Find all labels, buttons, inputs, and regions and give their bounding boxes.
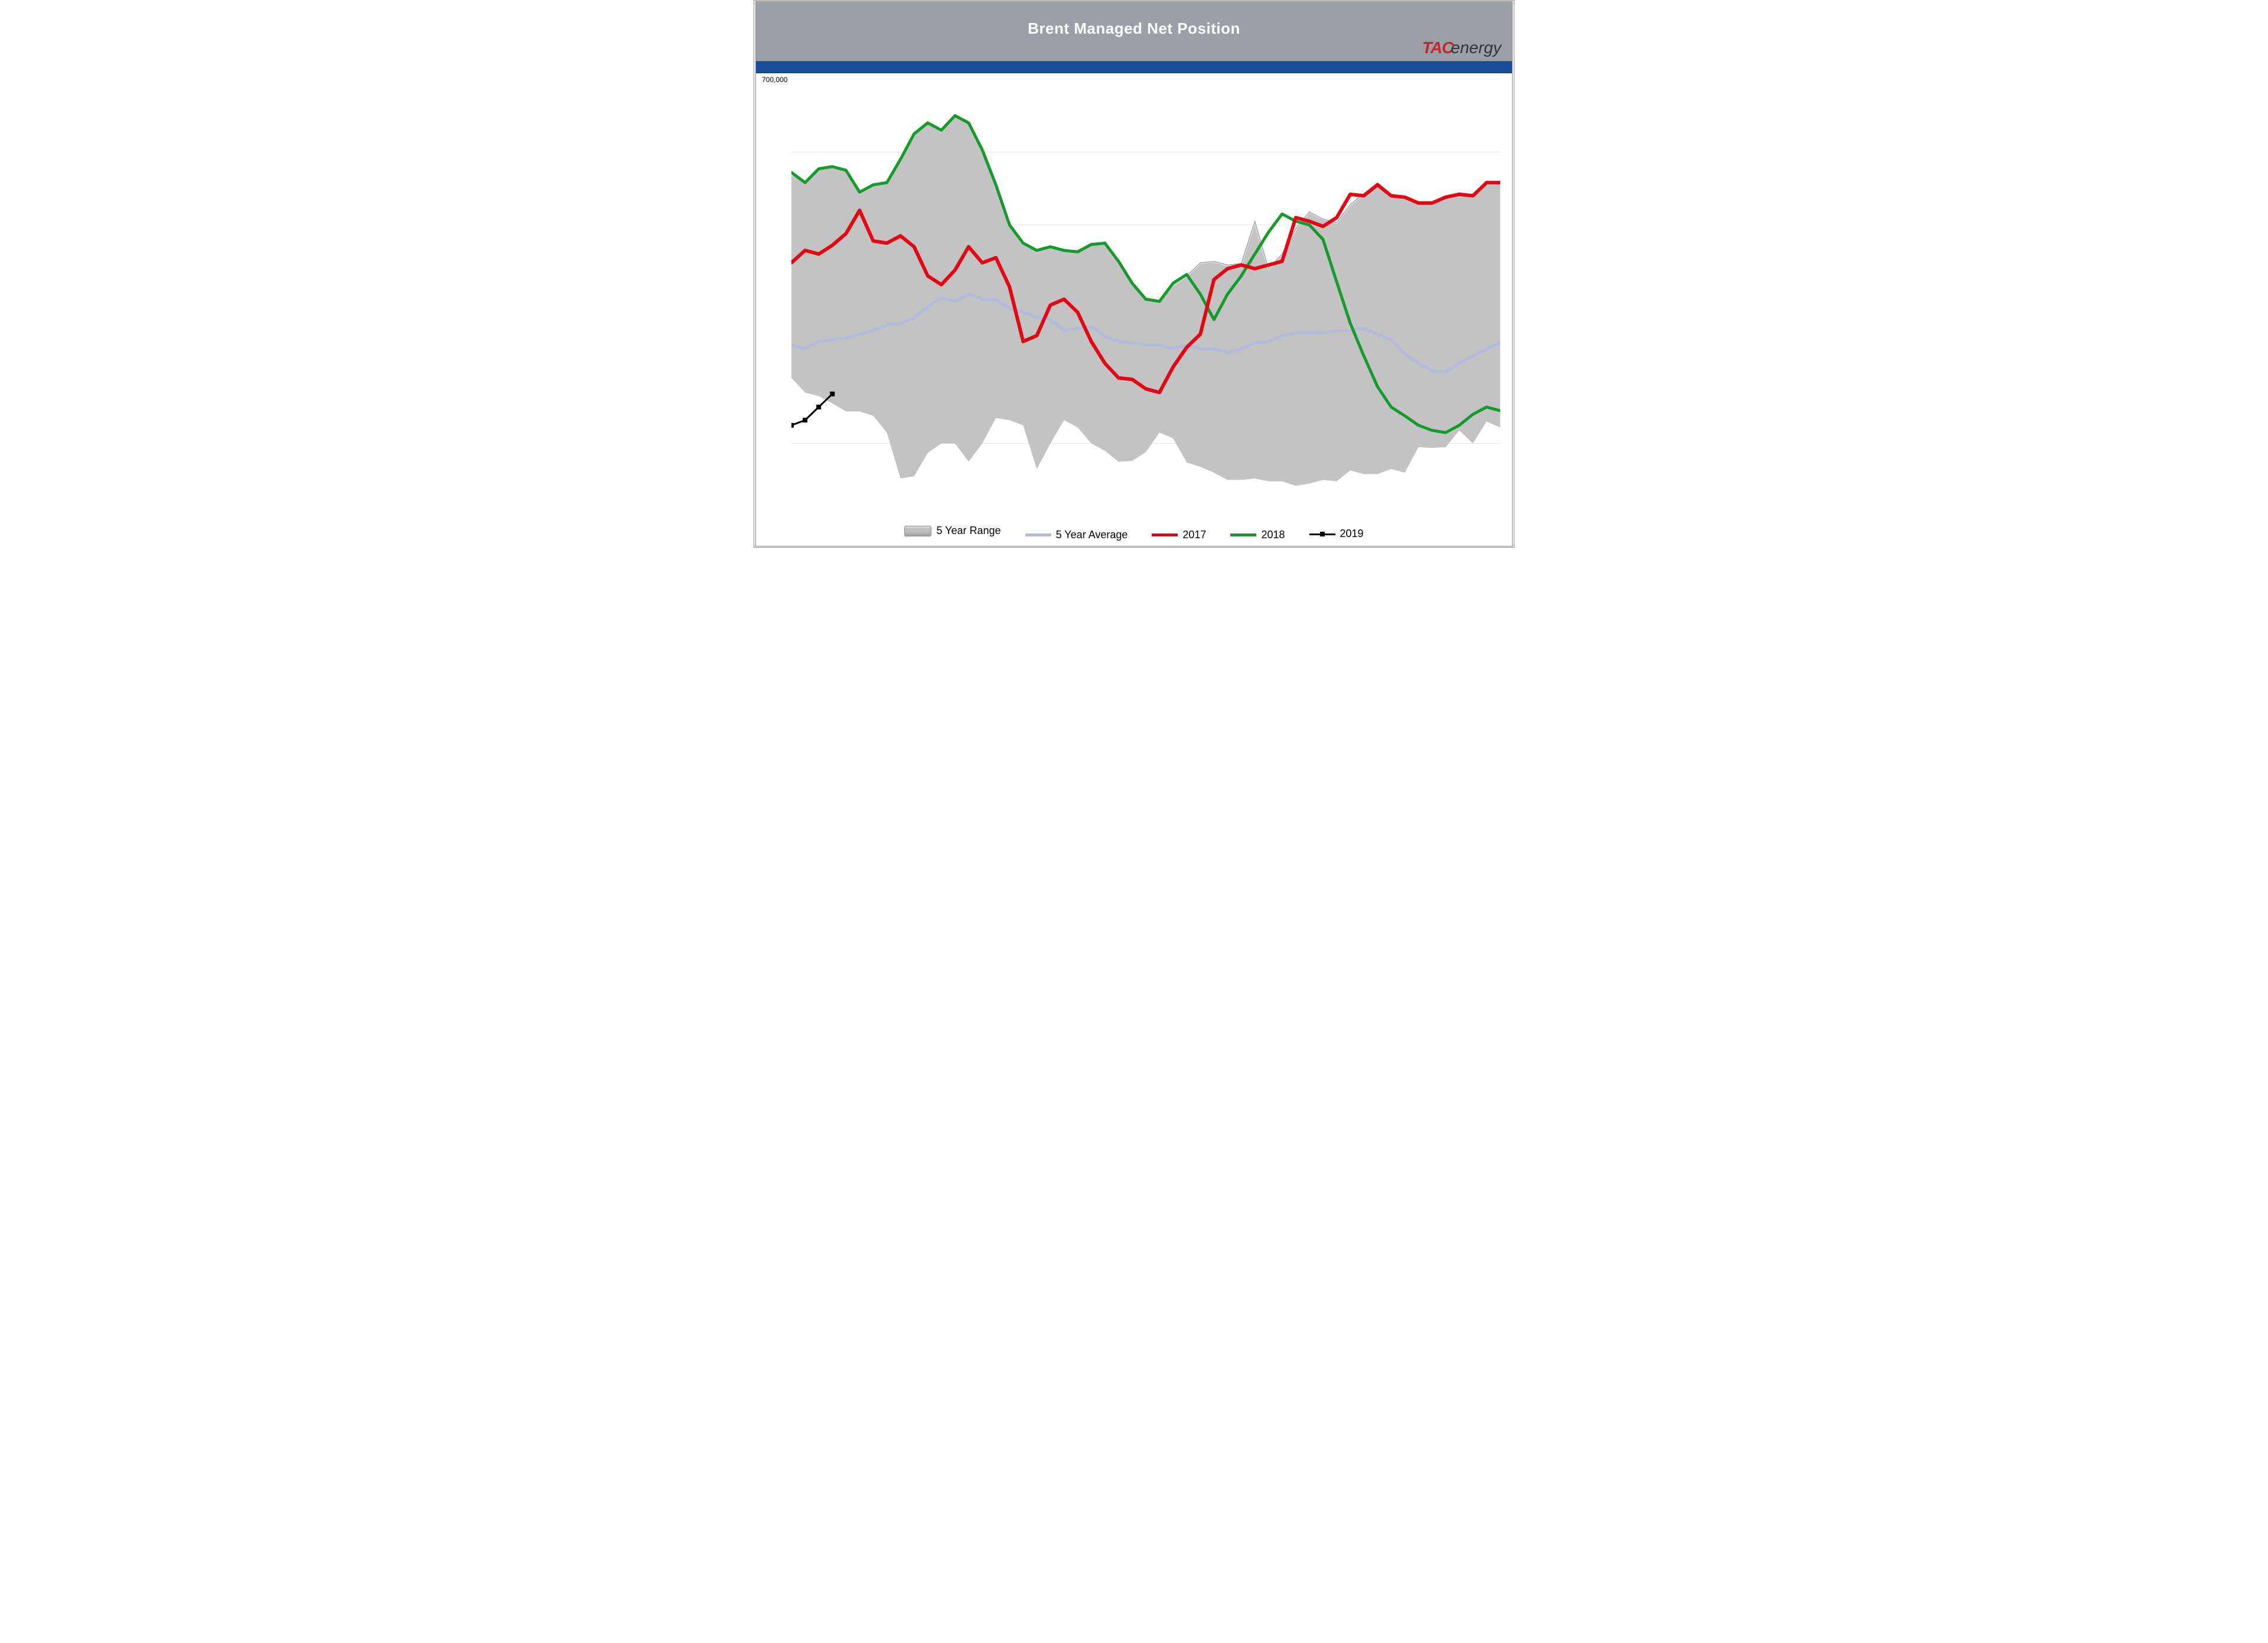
y-axis-top-label: 700,000 — [762, 76, 787, 84]
y2018-swatch-icon — [1230, 533, 1256, 536]
legend-avg: 5 Year Average — [1025, 529, 1128, 541]
legend-avg-label: 5 Year Average — [1056, 529, 1128, 541]
legend-2019-label: 2019 — [1340, 528, 1364, 540]
accent-bar — [756, 61, 1512, 73]
legend-2019: 2019 — [1309, 528, 1364, 540]
logo-tac: TAC — [1422, 38, 1453, 57]
chart-svg — [791, 79, 1500, 516]
avg-swatch-icon — [1025, 533, 1051, 536]
chart-title: Brent Managed Net Position — [756, 19, 1512, 38]
logo-energy: energy — [1451, 38, 1501, 57]
legend-range: 5 Year Range — [904, 525, 1001, 537]
chart-frame: Brent Managed Net Position TACenergy 700… — [754, 0, 1514, 548]
title-band: Brent Managed Net Position TACenergy — [756, 2, 1512, 61]
legend-2017: 2017 — [1152, 529, 1206, 541]
legend-range-label: 5 Year Range — [936, 525, 1001, 537]
legend-2018-label: 2018 — [1261, 529, 1285, 541]
y2019-swatch-icon — [1309, 529, 1335, 539]
legend: 5 Year Range 5 Year Average 2017 2018 20… — [756, 522, 1512, 546]
y2017-swatch-icon — [1152, 533, 1178, 536]
brand-logo: TACenergy — [1422, 38, 1501, 57]
range-swatch-icon — [904, 526, 931, 536]
legend-2017-label: 2017 — [1182, 529, 1206, 541]
plot-area: 700,000 — [756, 73, 1512, 522]
legend-2018: 2018 — [1230, 529, 1285, 541]
